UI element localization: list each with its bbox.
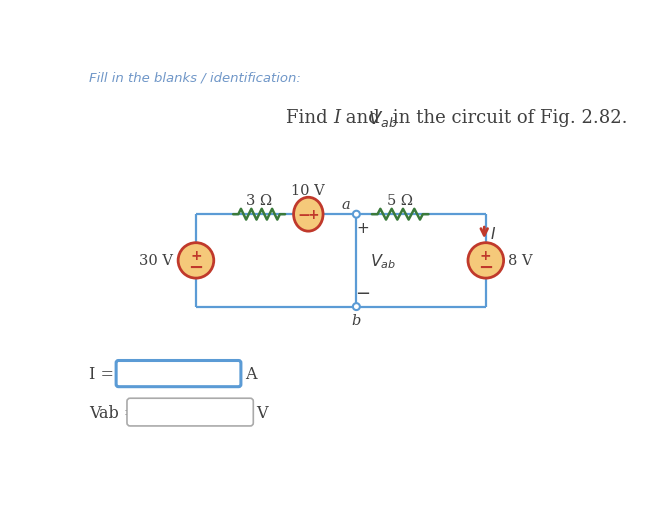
Text: 3 Ω: 3 Ω xyxy=(246,194,272,208)
Ellipse shape xyxy=(294,198,323,232)
Text: in the circuit of Fig. 2.82.: in the circuit of Fig. 2.82. xyxy=(387,109,628,127)
Text: A: A xyxy=(245,365,256,382)
Text: Vab =: Vab = xyxy=(89,404,137,421)
Text: a: a xyxy=(341,198,350,212)
Text: $V_{ab}$: $V_{ab}$ xyxy=(368,109,397,129)
Text: I =: I = xyxy=(89,365,114,382)
Text: −: − xyxy=(188,258,203,276)
Text: −: − xyxy=(478,258,493,276)
Circle shape xyxy=(353,303,360,310)
Text: 30 V: 30 V xyxy=(140,254,174,268)
Text: Fill in the blanks / identification:: Fill in the blanks / identification: xyxy=(89,72,301,85)
Text: I: I xyxy=(333,109,340,127)
Text: +: + xyxy=(480,248,491,263)
Text: and: and xyxy=(340,109,385,127)
Text: +: + xyxy=(307,208,318,222)
Text: $V_{ab}$: $V_{ab}$ xyxy=(370,251,396,270)
Text: 8 V: 8 V xyxy=(508,254,533,268)
Text: V: V xyxy=(256,404,268,421)
Text: 10 V: 10 V xyxy=(291,183,325,197)
FancyBboxPatch shape xyxy=(127,399,254,426)
Ellipse shape xyxy=(468,243,504,278)
FancyBboxPatch shape xyxy=(116,361,241,387)
Text: b: b xyxy=(352,314,361,328)
Text: −: − xyxy=(355,284,370,302)
Text: 5 Ω: 5 Ω xyxy=(387,194,413,208)
Text: +: + xyxy=(356,220,369,235)
Ellipse shape xyxy=(178,243,214,278)
Text: −: − xyxy=(297,207,310,222)
Text: +: + xyxy=(190,248,202,263)
Circle shape xyxy=(353,211,360,218)
Text: Find: Find xyxy=(286,109,333,127)
Text: $I$: $I$ xyxy=(491,225,497,241)
